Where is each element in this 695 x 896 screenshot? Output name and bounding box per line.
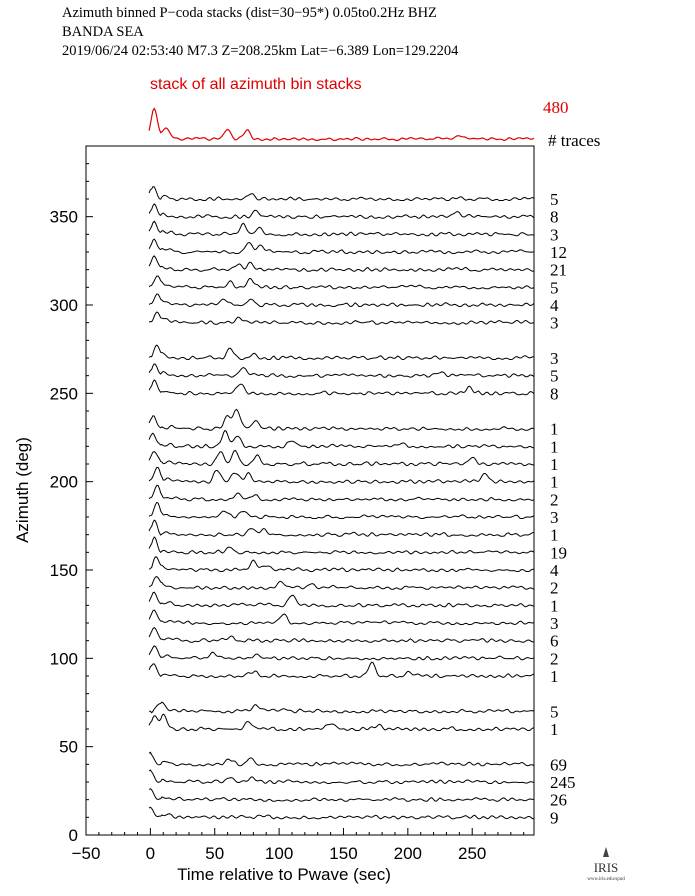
trace-count-label: 1 — [550, 667, 559, 686]
azimuth-trace — [148, 751, 535, 767]
trace-count-label: 2 — [550, 649, 559, 668]
azimuth-trace — [148, 788, 534, 802]
azimuth-trace — [148, 769, 535, 785]
trace-count-label: 69 — [550, 755, 567, 774]
stack-title: stack of all azimuth bin stacks — [150, 76, 362, 93]
trace-count-label: 2 — [550, 579, 559, 598]
trace-count-label: 1 — [550, 437, 559, 456]
y-tick-label: 350 — [50, 208, 78, 227]
trace-count-label: 1 — [550, 596, 559, 615]
azimuth-trace — [148, 203, 535, 219]
trace-count-label: 5 — [550, 190, 559, 209]
trace-group — [148, 186, 535, 820]
x-axis: −50 0 50 100 150 200 250 — [72, 828, 525, 863]
x-tick-label: 100 — [265, 844, 293, 863]
x-tick-label: 0 — [146, 844, 155, 863]
trace-count-label: 2 — [550, 490, 559, 509]
azimuth-trace — [148, 449, 535, 467]
azimuth-trace — [148, 408, 535, 431]
x-tick-label: 50 — [205, 844, 224, 863]
iris-logo-text: IRIS — [594, 860, 619, 875]
x-tick-label: 200 — [394, 844, 422, 863]
azimuth-trace — [148, 626, 535, 643]
trace-count-label: 1 — [550, 526, 559, 545]
y-tick-label: 100 — [50, 649, 78, 668]
trace-count-label: 9 — [550, 808, 559, 827]
azimuth-trace — [148, 536, 535, 555]
azimuth-trace — [148, 519, 535, 537]
azimuth-trace — [148, 576, 535, 590]
trace-count-label: 1 — [550, 455, 559, 474]
trace-count-label: 5 — [550, 702, 559, 721]
x-tick-label: −50 — [72, 844, 101, 863]
trace-count-label: 6 — [550, 632, 559, 651]
y-tick-label: 0 — [69, 826, 78, 845]
trace-count-label: 1 — [550, 720, 559, 739]
trace-count-label: 245 — [550, 773, 576, 792]
trace-count-label: 26 — [550, 791, 567, 810]
azimuth-trace — [148, 363, 535, 378]
trace-count-label: 3 — [550, 314, 559, 333]
iris-logo: IRIS www.iris.edu/spud — [587, 847, 625, 882]
y-tick-label: 150 — [50, 561, 78, 580]
y-axis-title: Azimuth (deg) — [13, 437, 32, 543]
plot-frame — [85, 145, 535, 836]
summary-stack-trace — [148, 107, 535, 142]
azimuth-trace — [148, 220, 535, 237]
trace-count-label: 1 — [550, 473, 559, 492]
trace-count-label: 8 — [550, 208, 559, 227]
y-tick-label: 200 — [50, 473, 78, 492]
header-title: Azimuth binned P−coda stacks (dist=30−95… — [62, 5, 437, 21]
trace-count-label: 3 — [550, 614, 559, 633]
azimuth-trace — [148, 379, 535, 396]
azimuth-trace — [148, 609, 535, 626]
y-tick-label: 300 — [50, 296, 78, 315]
azimuth-trace — [148, 238, 535, 255]
iris-logo-mark-icon — [603, 847, 609, 857]
iris-logo-subtext: www.iris.edu/spud — [587, 877, 625, 882]
azimuth-trace — [148, 255, 534, 272]
x-tick-label: 150 — [329, 844, 357, 863]
stack-count: 480 — [543, 98, 569, 117]
header-region: BANDA SEA — [62, 24, 144, 40]
azimuth-trace — [148, 501, 535, 520]
azimuth-trace — [148, 484, 535, 502]
azimuth-trace — [148, 806, 535, 820]
y-axis: 0 50 100 150 200 250 300 350 — [50, 163, 93, 845]
azimuth-trace — [148, 645, 535, 661]
y-tick-label: 250 — [50, 384, 78, 403]
trace-count-label: 3 — [550, 349, 559, 368]
trace-count-label: 3 — [550, 508, 559, 527]
trace-count-label: 12 — [550, 243, 567, 262]
y-tick-label: 50 — [59, 738, 78, 757]
azimuth-trace — [148, 466, 535, 484]
trace-count-label: 4 — [550, 296, 559, 315]
trace-count-label: 3 — [550, 225, 559, 244]
azimuth-trace — [148, 591, 535, 608]
azimuth-trace — [148, 429, 534, 449]
azimuth-trace — [149, 701, 535, 714]
azimuth-trace — [148, 275, 535, 290]
trace-count-label: 21 — [550, 261, 567, 280]
x-axis-title: Time relative to Pwave (sec) — [177, 865, 391, 884]
trace-count-label: 8 — [550, 384, 559, 403]
trace-count-label: 4 — [550, 561, 559, 580]
trace-count-label: 19 — [550, 543, 567, 562]
traces-column-header: # traces — [548, 131, 600, 150]
azimuth-trace — [148, 186, 535, 202]
header-event-info: 2019/06/24 02:53:40 M7.3 Z=208.25km Lat=… — [62, 43, 459, 59]
trace-count-label: 1 — [550, 420, 559, 439]
azimuth-trace — [148, 293, 535, 308]
x-tick-label: 250 — [458, 844, 486, 863]
trace-count-label: 5 — [550, 278, 559, 297]
trace-count-label: 5 — [550, 367, 559, 386]
azimuth-trace — [148, 661, 535, 679]
azimuth-trace — [148, 344, 534, 361]
azimuth-trace — [148, 311, 535, 325]
azimuth-trace — [148, 556, 534, 573]
azimuth-trace — [148, 713, 535, 732]
